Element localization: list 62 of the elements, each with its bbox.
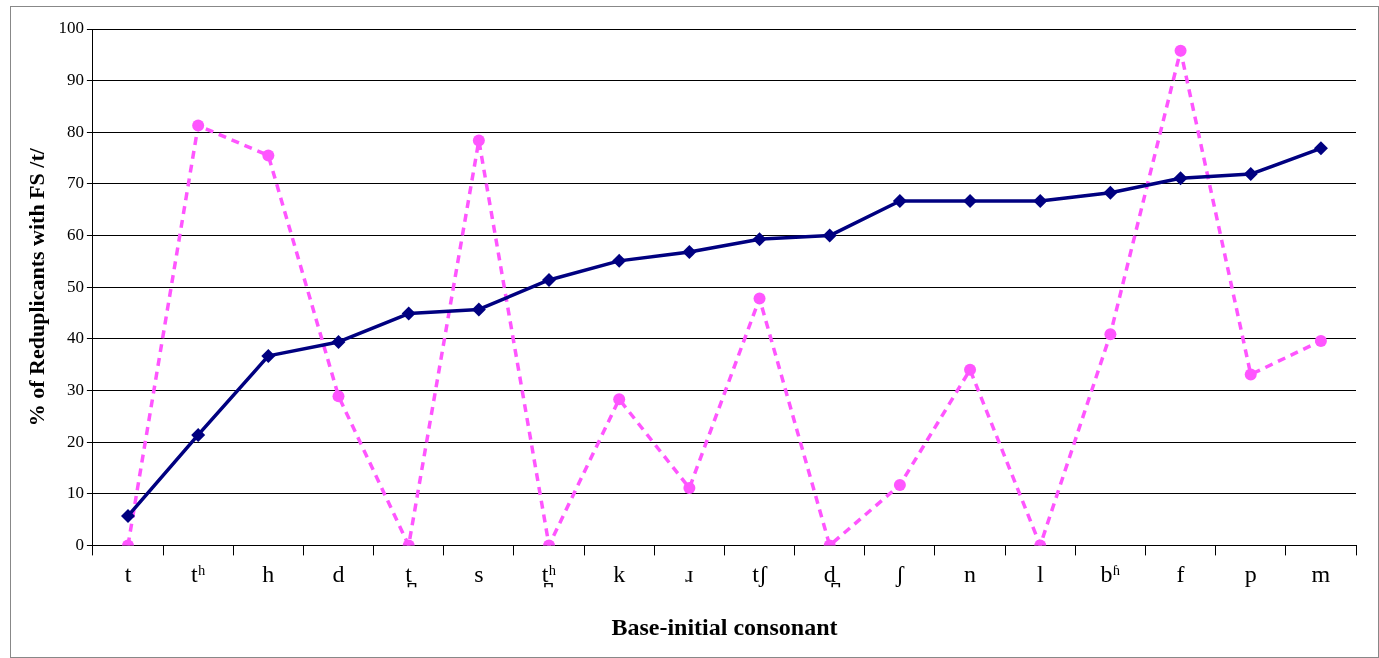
x-tick-label: tʃ	[752, 561, 768, 588]
y-tick-label: 70	[66, 173, 84, 193]
x-tick-label: t̪ʰ	[541, 561, 557, 589]
x-tick-label: f	[1176, 561, 1185, 588]
point	[1243, 167, 1258, 182]
point	[752, 232, 767, 247]
y-tick-label: 90	[66, 70, 84, 90]
point	[963, 193, 978, 208]
x-tick-label: n	[964, 561, 977, 588]
y-tick-label: 50	[66, 276, 84, 296]
y-axis-title: % of Reduplicants with FS /t/	[23, 147, 49, 427]
y-tick-label: 0	[75, 534, 84, 554]
y-tick-label: 10	[66, 483, 84, 503]
point	[1104, 328, 1117, 341]
point	[332, 390, 345, 403]
x-tick-label: bʱ	[1100, 561, 1121, 588]
point	[892, 193, 907, 208]
y-tick-label: 20	[66, 431, 84, 451]
point	[964, 363, 977, 376]
x-tick-label: l	[1036, 561, 1044, 588]
y-tick-label: 40	[66, 328, 84, 348]
x-axis-title: Base-initial consonant	[611, 613, 838, 640]
x-tick-label: t̪	[405, 561, 418, 589]
x-tick-label: p	[1244, 561, 1257, 588]
x-tick-label: d	[332, 561, 345, 588]
point	[1313, 141, 1328, 156]
point	[1033, 193, 1048, 208]
point	[612, 253, 627, 268]
point	[261, 348, 276, 363]
point	[822, 228, 837, 243]
y-tick-label: 80	[66, 121, 84, 141]
point	[682, 245, 697, 260]
point	[1173, 171, 1188, 186]
x-tick-label: ʃ	[894, 561, 905, 588]
point	[120, 508, 135, 523]
point	[331, 334, 346, 349]
point	[192, 119, 205, 132]
point	[613, 393, 626, 406]
x-tick-label: tʰ	[190, 561, 206, 588]
x-tick-label: h	[262, 561, 275, 588]
y-tick-label: 60	[66, 225, 84, 245]
x-tick-label: k	[613, 561, 626, 588]
point	[472, 134, 485, 147]
point	[1244, 368, 1257, 381]
x-tick-label: t	[124, 561, 132, 588]
point	[262, 149, 275, 162]
x-tick-label: s	[474, 561, 484, 588]
x-tick-label: m	[1311, 561, 1331, 588]
point	[401, 306, 416, 321]
point	[683, 482, 696, 495]
x-tick-label: d̪	[823, 561, 841, 589]
y-tick-label: 30	[66, 379, 84, 399]
x-tick-label: ɹ	[685, 561, 694, 588]
point	[893, 478, 906, 491]
point	[1314, 334, 1327, 347]
point	[753, 292, 766, 305]
point	[542, 272, 557, 287]
point	[1174, 44, 1187, 57]
y-tick-label: 100	[58, 18, 84, 38]
point	[471, 302, 486, 317]
point	[1103, 185, 1118, 200]
point	[191, 427, 206, 442]
